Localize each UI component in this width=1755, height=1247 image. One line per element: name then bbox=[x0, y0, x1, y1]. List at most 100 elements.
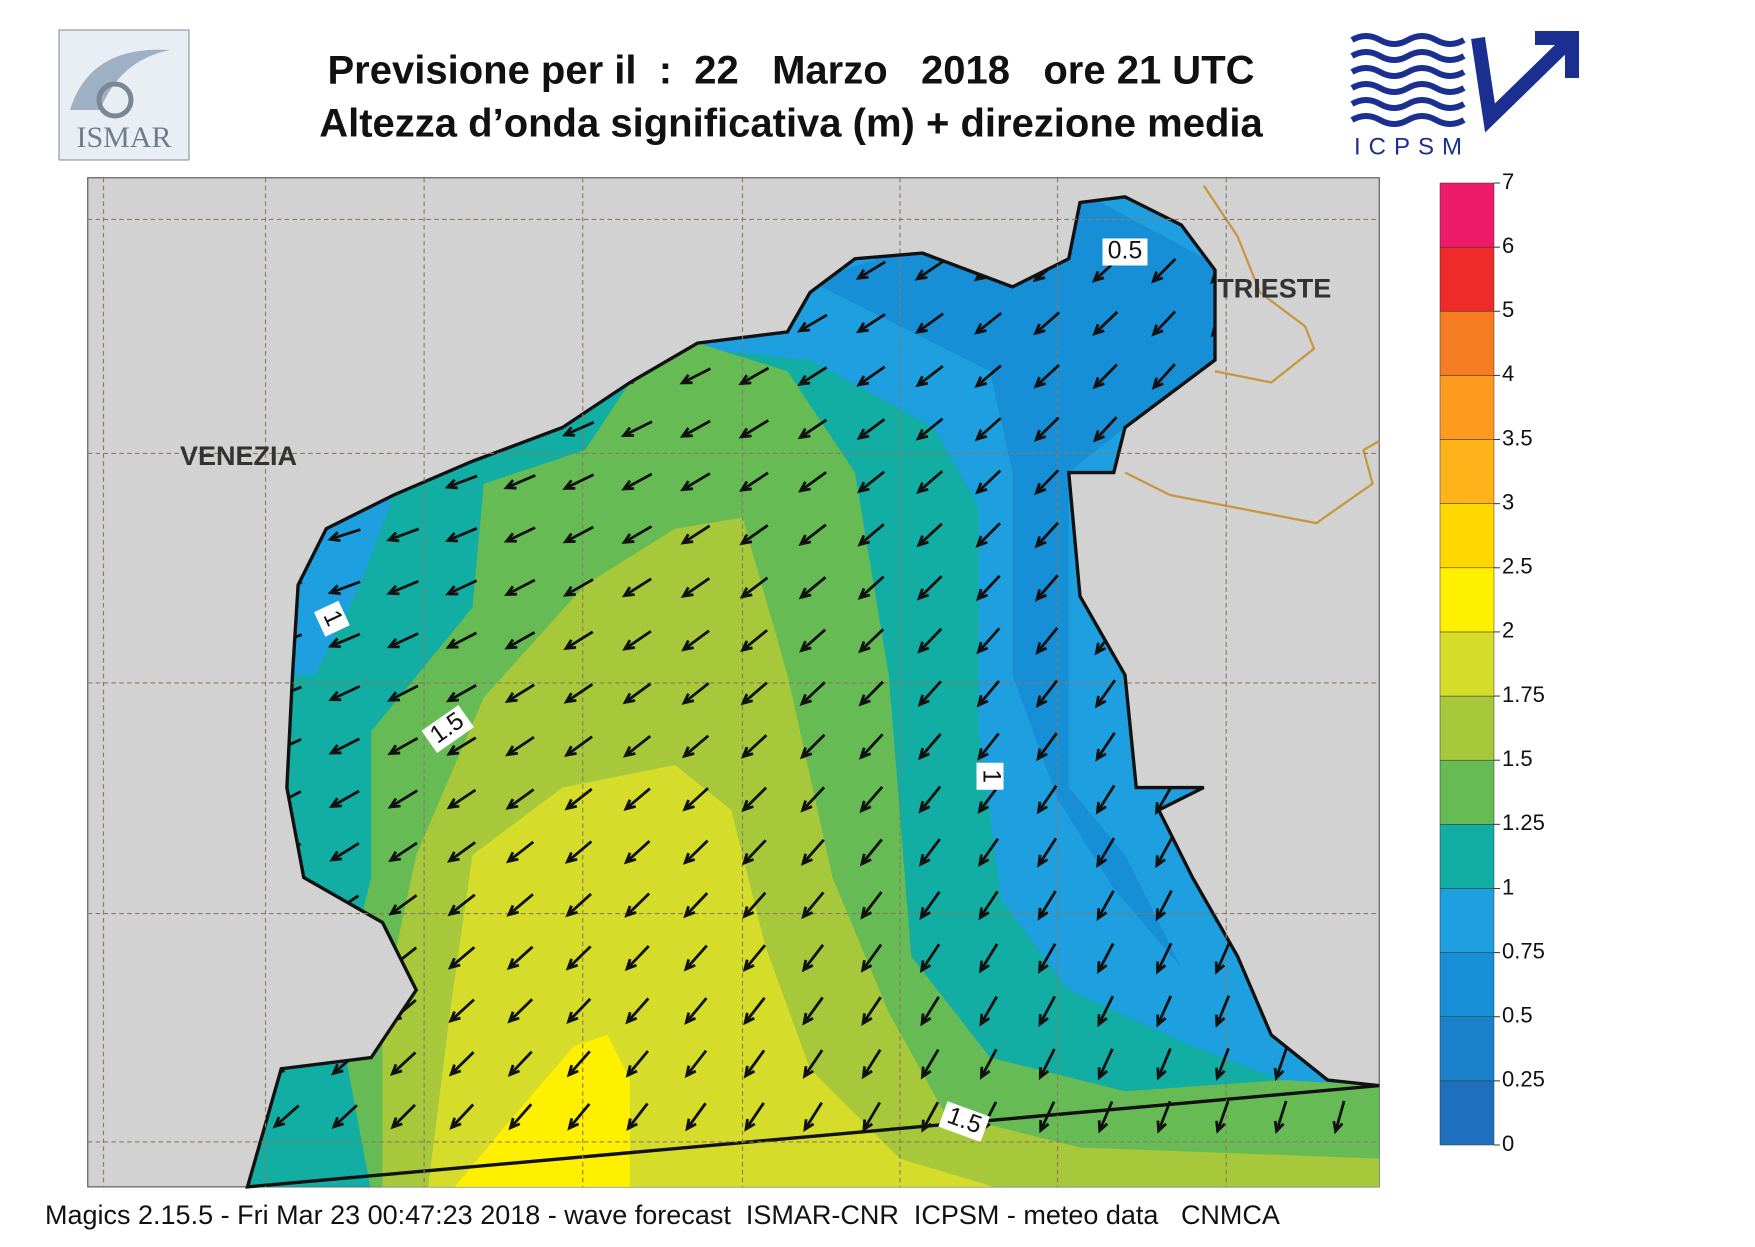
arrow bbox=[685, 1102, 707, 1132]
legend-label: 2.5 bbox=[1502, 554, 1533, 579]
arrow bbox=[505, 840, 535, 864]
arrow bbox=[683, 892, 709, 919]
legend-label: 2 bbox=[1502, 618, 1514, 643]
legend-swatch bbox=[1439, 311, 1495, 376]
legend-label: 0.75 bbox=[1502, 938, 1545, 963]
arrow bbox=[1092, 310, 1119, 337]
arrow bbox=[622, 630, 652, 651]
arrow bbox=[1037, 837, 1058, 868]
map: VENEZIA TRIESTE 0.5 1 1.5 1 1.5 bbox=[87, 177, 1380, 1189]
arrow bbox=[622, 735, 652, 758]
arrow bbox=[564, 787, 593, 811]
arrow bbox=[797, 366, 828, 386]
arrow bbox=[1096, 837, 1116, 868]
arrow bbox=[446, 788, 477, 810]
arrow bbox=[562, 473, 595, 490]
arrow bbox=[976, 680, 1001, 708]
legend: 0 0.25 0.5 0.75 1 1.25 1.5 1.75 2 2.5 3 3.5 4 5 6 7 bbox=[1439, 169, 1545, 1156]
arrow bbox=[1035, 627, 1059, 655]
icpsm-logo bbox=[1350, 31, 1579, 133]
arrow bbox=[1038, 995, 1057, 1027]
arrow bbox=[975, 469, 1002, 495]
city-label: VENEZIA bbox=[180, 441, 297, 471]
arrow bbox=[1092, 416, 1118, 443]
legend-label: 6 bbox=[1502, 233, 1514, 258]
arrow bbox=[740, 629, 769, 653]
arrow bbox=[449, 1103, 475, 1130]
arrow bbox=[626, 1102, 649, 1132]
arrow bbox=[504, 683, 536, 703]
legend-swatch bbox=[1439, 695, 1495, 761]
arrow bbox=[1273, 1047, 1288, 1082]
arrow bbox=[621, 472, 653, 491]
arrow bbox=[856, 418, 886, 440]
legend-label: 1.75 bbox=[1502, 682, 1545, 707]
arrow bbox=[389, 1051, 417, 1077]
arrow bbox=[920, 996, 940, 1027]
arrow bbox=[448, 1051, 475, 1077]
graticule bbox=[87, 177, 1380, 1187]
arrow bbox=[977, 785, 1000, 814]
arrow bbox=[915, 417, 944, 441]
ismar-logo: ISMAR bbox=[58, 29, 190, 161]
arrow bbox=[974, 417, 1002, 442]
arrow bbox=[1034, 469, 1060, 496]
arrow bbox=[386, 684, 419, 702]
arrow bbox=[327, 528, 361, 542]
arrow bbox=[387, 789, 419, 809]
arrow bbox=[977, 837, 1000, 868]
arrow bbox=[859, 785, 884, 814]
arrow bbox=[1156, 942, 1173, 975]
arrow bbox=[388, 841, 418, 863]
arrow bbox=[978, 890, 999, 921]
arrow bbox=[916, 470, 944, 494]
arrow bbox=[327, 632, 361, 649]
arrow bbox=[1095, 732, 1116, 762]
arrow bbox=[855, 260, 887, 280]
arrow bbox=[744, 1102, 765, 1132]
arrow bbox=[742, 891, 767, 919]
arrow bbox=[1097, 995, 1115, 1028]
arrow bbox=[919, 943, 941, 974]
arrow bbox=[743, 996, 766, 1026]
arrow bbox=[504, 631, 536, 650]
arrow bbox=[445, 631, 478, 649]
arrow bbox=[739, 524, 769, 546]
arrow bbox=[796, 313, 828, 333]
arrow bbox=[1036, 732, 1058, 762]
legend-swatch bbox=[1439, 182, 1495, 248]
arrow bbox=[448, 998, 475, 1024]
arrow bbox=[680, 524, 711, 545]
arrow bbox=[1097, 942, 1115, 975]
arrow bbox=[679, 419, 711, 438]
arrow bbox=[506, 945, 534, 971]
arrow bbox=[1156, 995, 1173, 1028]
arrow bbox=[508, 1103, 533, 1131]
arrow bbox=[1034, 521, 1060, 549]
arrow bbox=[331, 1104, 358, 1129]
arrow bbox=[1096, 890, 1115, 922]
title-line2: Altezza d’onda significativa (m) + direz… bbox=[319, 102, 1263, 146]
arrow bbox=[860, 943, 883, 973]
arrow bbox=[681, 629, 710, 652]
ismar-logo-text: ISMAR bbox=[76, 121, 171, 154]
arrow bbox=[679, 367, 712, 385]
city-label: TRIESTE bbox=[1217, 273, 1331, 303]
arrow bbox=[446, 841, 476, 863]
arrow bbox=[800, 786, 826, 813]
arrow bbox=[862, 1101, 882, 1133]
icpsm-logo-text: ICPSM bbox=[1354, 133, 1470, 160]
arrow bbox=[918, 838, 941, 867]
arrow bbox=[979, 1048, 998, 1080]
arrow bbox=[504, 578, 536, 596]
legend-swatch bbox=[1439, 503, 1495, 569]
arrow bbox=[1332, 1100, 1346, 1135]
arrow bbox=[1035, 679, 1059, 709]
arrow bbox=[682, 787, 709, 812]
arrow bbox=[505, 735, 535, 757]
arrow bbox=[918, 732, 942, 761]
arrow bbox=[799, 733, 826, 760]
arrow bbox=[328, 685, 361, 702]
arrow bbox=[386, 527, 420, 543]
contour-label: 1 bbox=[977, 769, 1004, 783]
